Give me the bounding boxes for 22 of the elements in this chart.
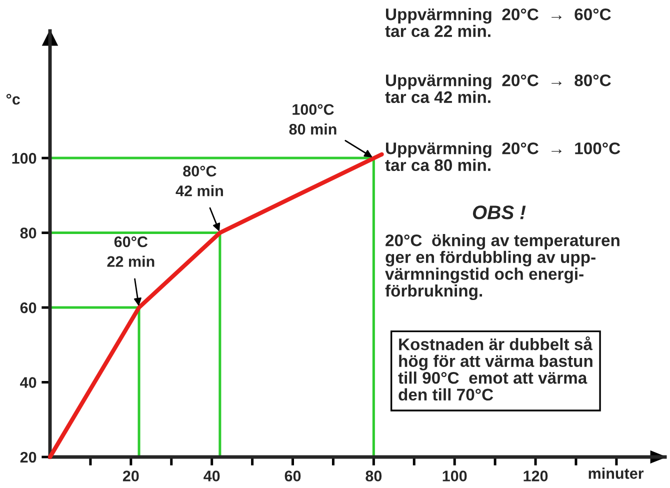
y-tick-label: 20 bbox=[20, 452, 36, 463]
x-tick-label: 120 bbox=[524, 470, 548, 482]
annotation: 100°C 80 min bbox=[289, 104, 336, 135]
annotation: Uppvärmning 20°C → 80°C tar ca 42 min. bbox=[385, 74, 611, 104]
y-axis-title: °c bbox=[6, 94, 20, 105]
x-tick-label: 60 bbox=[284, 470, 301, 482]
x-tick-label: 20 bbox=[122, 470, 139, 482]
annotation: Kostnaden är dubbelt så hög för att värma bastun till 90°C emot att värma den till 70°C bbox=[398, 336, 593, 401]
x-tick-label: 80 bbox=[366, 470, 382, 482]
x-tick-label: 40 bbox=[204, 470, 220, 482]
annotation: 20°C ökning av temperaturen ger en fördubbling av upp- värmningstid och energi- förbrukning. bbox=[385, 234, 620, 300]
annotation: 60°C 22 min bbox=[107, 236, 154, 267]
x-axis-title: minuter bbox=[588, 468, 644, 479]
annotation: 80°C 42 min bbox=[176, 166, 223, 196]
annotation: OBS ! bbox=[472, 206, 526, 220]
annotation: Uppvärmning 20°C → 60°C tar ca 22 min. bbox=[385, 8, 611, 38]
y-tick-label: 100 bbox=[12, 152, 36, 164]
y-tick-label: 40 bbox=[20, 377, 36, 388]
x-tick-label: 100 bbox=[442, 470, 467, 482]
y-tick-label: 80 bbox=[20, 228, 36, 238]
annotation: Uppvärmning 20°C → 100°C tar ca 80 min. bbox=[385, 142, 620, 172]
y-tick-label: 60 bbox=[20, 302, 36, 314]
